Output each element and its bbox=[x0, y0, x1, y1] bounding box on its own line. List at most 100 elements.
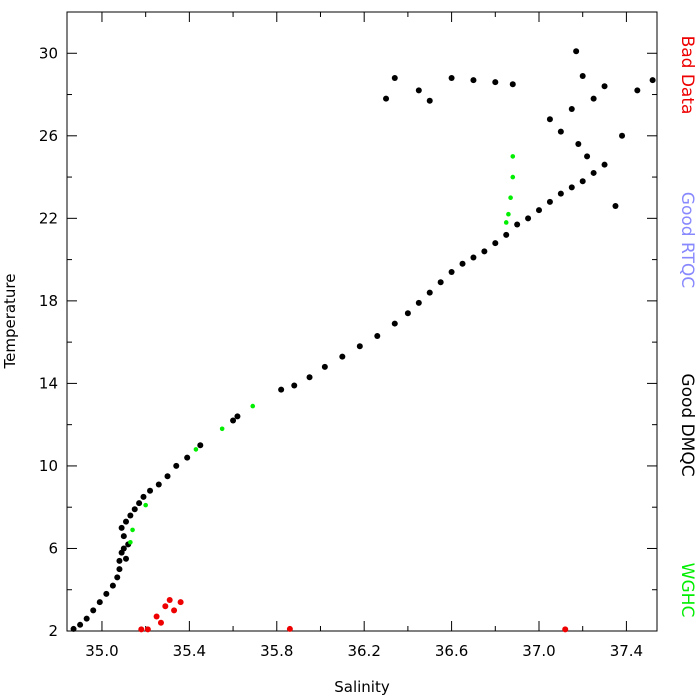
data-point bbox=[140, 493, 147, 500]
x-tick-label: 37.0 bbox=[522, 642, 555, 660]
data-point bbox=[492, 79, 499, 86]
data-point bbox=[90, 607, 97, 614]
data-point bbox=[492, 240, 499, 247]
data-point bbox=[123, 518, 129, 525]
y-tick-label: 18 bbox=[39, 292, 58, 310]
data-point bbox=[508, 195, 513, 200]
data-point bbox=[470, 254, 477, 261]
data-point bbox=[70, 625, 77, 632]
data-points bbox=[70, 48, 656, 633]
data-point bbox=[321, 363, 328, 370]
data-point bbox=[162, 603, 169, 610]
legend-label: Bad Data bbox=[677, 36, 697, 115]
y-tick-label: 14 bbox=[39, 374, 58, 392]
data-point bbox=[123, 555, 129, 562]
y-tick-label: 30 bbox=[39, 44, 58, 62]
data-point bbox=[514, 221, 521, 228]
data-point bbox=[131, 506, 138, 513]
data-point bbox=[590, 169, 597, 176]
data-point bbox=[374, 332, 381, 339]
data-point bbox=[391, 75, 398, 82]
x-tick-label: 35.0 bbox=[85, 642, 118, 660]
data-point bbox=[601, 83, 608, 90]
data-point bbox=[109, 582, 116, 589]
data-point bbox=[130, 527, 135, 533]
data-point bbox=[138, 626, 145, 633]
data-point bbox=[448, 268, 455, 275]
data-point bbox=[116, 557, 123, 564]
data-point bbox=[136, 500, 143, 507]
x-tick-label: 35.4 bbox=[173, 642, 206, 660]
data-point bbox=[426, 97, 433, 104]
data-point bbox=[114, 574, 121, 581]
y-tick-label: 6 bbox=[48, 539, 58, 557]
data-point bbox=[562, 626, 569, 633]
x-tick-label: 36.2 bbox=[347, 642, 380, 660]
data-point bbox=[77, 621, 84, 628]
data-point bbox=[157, 619, 164, 626]
data-point bbox=[166, 597, 173, 604]
data-point bbox=[219, 426, 225, 432]
data-point bbox=[568, 184, 575, 191]
data-point bbox=[509, 81, 516, 88]
plot-frame bbox=[66, 11, 658, 632]
data-point bbox=[286, 625, 293, 632]
data-point bbox=[306, 374, 313, 381]
data-point bbox=[116, 566, 123, 573]
data-point bbox=[143, 502, 148, 508]
data-point bbox=[171, 607, 178, 614]
data-point bbox=[103, 590, 110, 597]
data-point bbox=[584, 153, 591, 160]
x-axis-title: Salinity bbox=[334, 678, 390, 696]
data-point bbox=[601, 161, 608, 168]
data-point bbox=[426, 289, 433, 296]
data-point bbox=[404, 310, 411, 317]
data-point bbox=[510, 154, 516, 159]
data-point bbox=[503, 231, 510, 238]
data-point bbox=[536, 207, 542, 214]
data-point bbox=[590, 95, 597, 102]
data-point bbox=[448, 75, 455, 82]
y-axis-title: Temperature bbox=[1, 273, 19, 369]
data-point bbox=[557, 128, 564, 135]
data-point bbox=[164, 473, 171, 480]
data-point bbox=[503, 220, 509, 225]
data-point bbox=[193, 447, 199, 452]
data-point bbox=[291, 382, 298, 389]
legend-label: WGHC bbox=[677, 563, 697, 618]
data-point bbox=[184, 454, 191, 461]
legend-label: Good RTQC bbox=[677, 192, 697, 288]
data-point bbox=[510, 174, 516, 180]
data-point bbox=[144, 626, 151, 633]
data-point bbox=[96, 599, 103, 606]
data-point bbox=[234, 413, 241, 420]
data-point bbox=[573, 48, 580, 55]
data-point bbox=[383, 95, 390, 102]
data-point bbox=[83, 615, 90, 622]
data-point bbox=[120, 545, 127, 552]
data-point bbox=[278, 386, 285, 393]
data-point bbox=[356, 343, 363, 350]
legend-label: Good DMQC bbox=[677, 373, 697, 476]
data-point bbox=[649, 77, 656, 84]
data-point bbox=[481, 248, 488, 255]
data-point bbox=[459, 260, 466, 267]
x-tick-label: 36.6 bbox=[435, 642, 468, 660]
data-point bbox=[546, 198, 553, 205]
data-point bbox=[339, 353, 346, 360]
y-tick-label: 2 bbox=[48, 622, 58, 640]
data-point bbox=[437, 279, 444, 286]
x-tick-label: 37.4 bbox=[610, 642, 643, 660]
legend: Good DMQC WGHC Good RTQC Bad Data bbox=[677, 36, 697, 618]
data-point bbox=[128, 539, 133, 545]
data-point bbox=[619, 132, 626, 139]
data-point bbox=[173, 462, 180, 469]
data-point bbox=[177, 599, 184, 606]
data-point bbox=[506, 211, 511, 217]
data-point bbox=[391, 320, 398, 327]
y-tick-label: 22 bbox=[39, 209, 58, 227]
data-point bbox=[415, 299, 422, 306]
y-tick-label: 26 bbox=[39, 127, 58, 145]
